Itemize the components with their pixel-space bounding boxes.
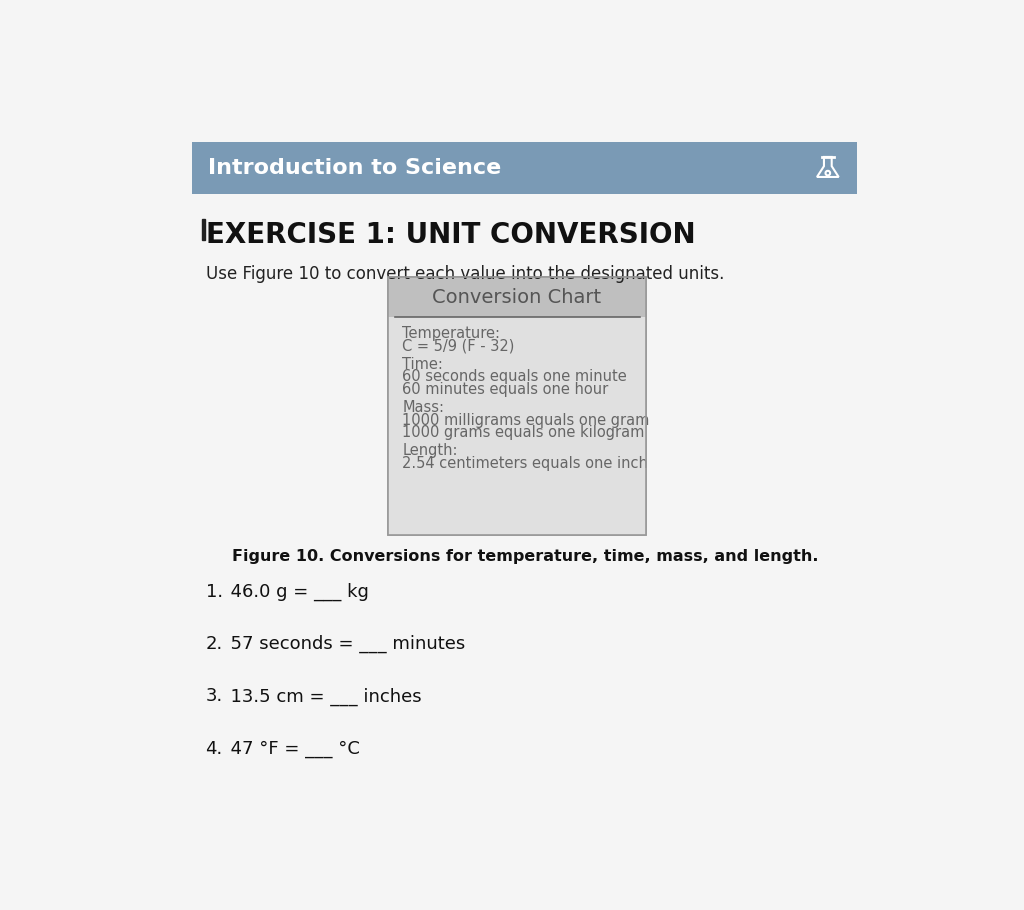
Text: EXERCISE 1: UNIT CONVERSION: EXERCISE 1: UNIT CONVERSION (206, 221, 695, 248)
Text: 13.5 cm = ___ inches: 13.5 cm = ___ inches (219, 687, 422, 706)
Text: 60 minutes equals one hour: 60 minutes equals one hour (402, 382, 608, 397)
Text: 1000 milligrams equals one gram: 1000 milligrams equals one gram (402, 412, 649, 428)
Text: 2.54 centimeters equals one inch: 2.54 centimeters equals one inch (402, 456, 648, 470)
Text: 60 seconds equals one minute: 60 seconds equals one minute (402, 369, 627, 384)
Bar (388, 277, 646, 535)
Text: Use Figure 10 to convert each value into the designated units.: Use Figure 10 to convert each value into… (206, 265, 724, 283)
Bar (388, 317, 646, 535)
Bar (388, 277, 646, 535)
Text: 4.: 4. (206, 740, 223, 758)
Text: Figure 10. Conversions for temperature, time, mass, and length.: Figure 10. Conversions for temperature, … (231, 549, 818, 564)
Text: 57 seconds = ___ minutes: 57 seconds = ___ minutes (219, 635, 466, 653)
Text: Temperature:: Temperature: (402, 327, 501, 341)
Text: Conversion Chart: Conversion Chart (432, 288, 602, 307)
Text: Time:: Time: (402, 357, 443, 372)
Text: Mass:: Mass: (402, 400, 444, 415)
Bar (388, 277, 646, 317)
Text: 1.: 1. (206, 582, 222, 601)
Text: C = 5/9 (F - 32): C = 5/9 (F - 32) (402, 339, 515, 354)
Text: 2.: 2. (206, 635, 223, 653)
Circle shape (814, 154, 842, 182)
Text: 47 °F = ___ °C: 47 °F = ___ °C (219, 740, 360, 758)
Text: 46.0 g = ___ kg: 46.0 g = ___ kg (219, 582, 370, 601)
Text: Length:: Length: (402, 443, 458, 459)
Bar (193, 142, 857, 194)
Text: 1000 grams equals one kilogram: 1000 grams equals one kilogram (402, 425, 645, 440)
Bar (203, 219, 205, 240)
Text: Introduction to Science: Introduction to Science (208, 157, 501, 177)
Text: 3.: 3. (206, 687, 223, 705)
